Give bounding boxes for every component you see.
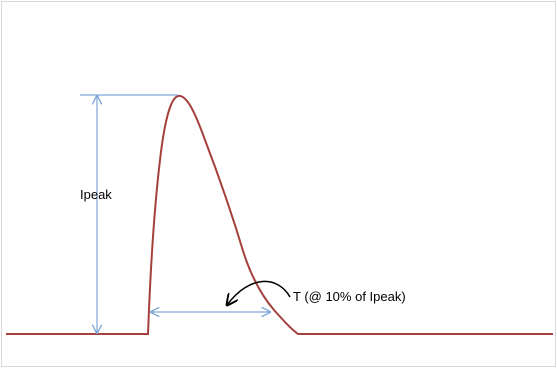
pulse-width-label: T (@ 10% of Ipeak) [293, 289, 406, 304]
pulse-waveform [6, 94, 553, 335]
annotation-arrow [227, 280, 291, 305]
ipeak-label: Ipeak [80, 187, 112, 202]
